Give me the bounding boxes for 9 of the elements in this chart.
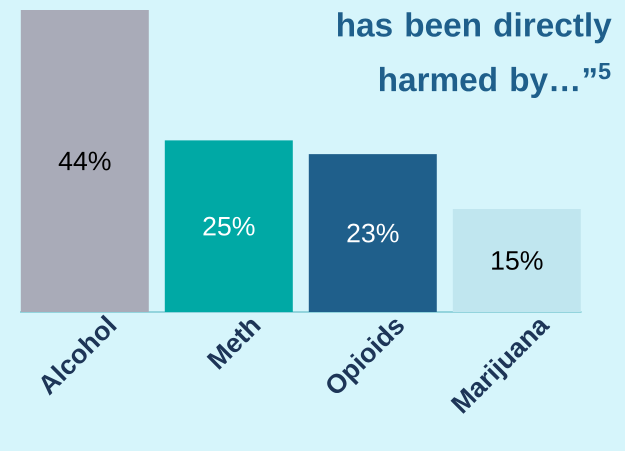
bar [164,140,293,312]
bar [452,209,581,312]
data-label: 44% [58,152,111,170]
bar [20,10,149,312]
data-label: 25% [203,216,255,236]
data-label: 23% [347,224,399,242]
data-label: 15% [492,251,543,270]
text: has been directly harmed by…”$^{5}$ [338,12,612,98]
bar [308,154,437,312]
